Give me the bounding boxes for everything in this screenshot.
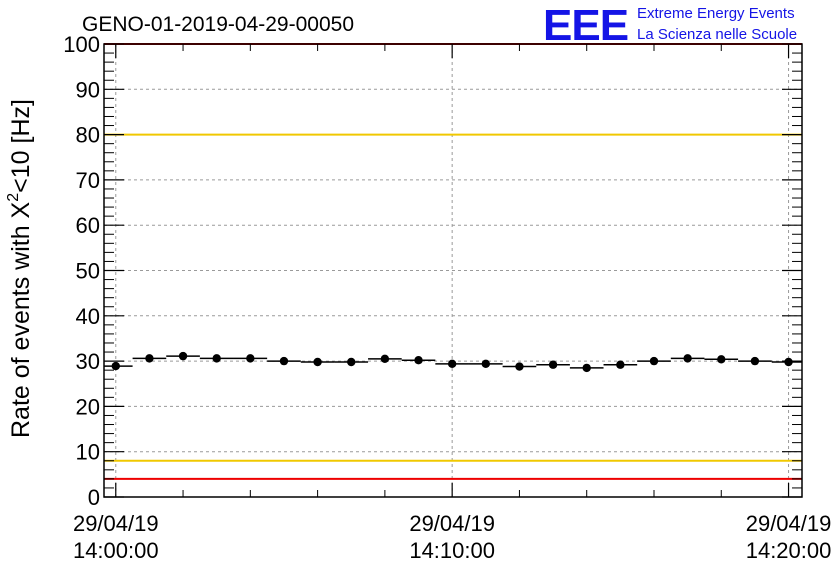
data-point [347,357,356,367]
y-tick-label: 50 [76,259,100,284]
grid-lines [104,44,802,497]
x-tick-date: 29/04/19 [73,511,159,536]
data-point [683,354,692,363]
y-tick-label: 60 [76,213,100,238]
data-point [515,362,524,371]
x-tick-time: 14:10:00 [409,538,495,563]
eee-logo-mark: EEE [543,1,628,50]
data-point [380,354,390,364]
data-point [246,354,255,363]
data-point [279,356,289,366]
y-tick-label: 40 [76,304,100,329]
data-point [649,356,659,366]
y-tick-label: 70 [76,168,100,193]
data-point [481,359,490,369]
data-point [414,355,423,365]
reference-lines [104,43,802,480]
data-series [104,351,802,373]
y-tick-label: 90 [76,77,100,102]
y-axis-title-tail: <10 [Hz] [7,99,35,193]
data-point [212,354,221,363]
data-point [616,360,625,369]
y-tick-label: 30 [76,349,100,374]
data-point [717,355,726,364]
x-tick-labels: 29/04/1914:00:0029/04/1914:10:0029/04/19… [73,511,831,563]
axis-ticks [104,43,802,498]
data-point [447,359,457,369]
data-point [582,363,591,373]
y-tick-label: 80 [76,123,100,148]
x-tick-date: 29/04/19 [409,511,495,536]
eee-logo: EEE Extreme Energy Events La Scienza nel… [543,1,797,50]
y-tick-label: 100 [63,32,100,57]
y-axis-title: Rate of events with X2<10 [Hz] [5,99,35,438]
y-axis-title-main: Rate of events with X [7,201,35,438]
data-point [548,360,558,369]
data-point [313,357,322,367]
x-tick-time: 14:00:00 [73,538,159,563]
x-tick-date: 29/04/19 [746,511,832,536]
y-tick-label: 20 [76,394,100,419]
data-point [178,351,188,361]
eee-logo-line2: La Scienza nelle Scuole [637,26,797,43]
data-point [784,357,793,367]
data-point [145,354,154,363]
y-tick-label: 0 [88,485,100,510]
y-tick-labels: 0 10 20 30 40 50 60 70 80 90 100 [63,32,100,510]
y-axis-title-superscript: 2 [5,193,22,202]
x-tick-time: 14:20:00 [746,538,832,563]
y-tick-label: 10 [76,440,100,465]
eee-logo-line1: Extreme Energy Events [637,5,795,22]
data-point [111,361,120,371]
chart-title: GENO-01-2019-04-29-00050 [82,13,354,36]
data-point [750,356,760,366]
